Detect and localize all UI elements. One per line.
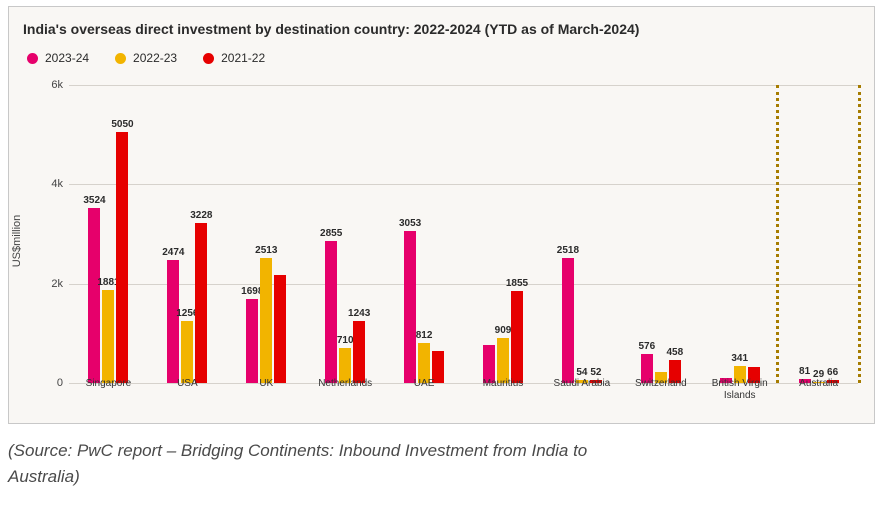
bar-value-label: 5050 xyxy=(111,119,133,130)
bar-value-label: 1243 xyxy=(348,308,370,319)
bar-value-label: 3053 xyxy=(399,218,421,229)
bar: 1881 xyxy=(102,290,114,383)
bar-value-label: 66 xyxy=(827,367,838,378)
bar-group: 352418815050 xyxy=(69,85,148,383)
bar-value-label: 458 xyxy=(666,347,683,358)
bar: 812 xyxy=(418,343,430,383)
y-axis-label: US$million xyxy=(11,215,23,268)
x-tick-label: UK xyxy=(227,378,306,401)
x-tick-label: UAE xyxy=(385,378,464,401)
bar: 2518 xyxy=(562,258,574,383)
bar: 2474 xyxy=(167,260,179,383)
legend-swatch-1 xyxy=(115,53,126,64)
bar-value-label: 909 xyxy=(495,325,512,336)
x-tick-label: USA xyxy=(148,378,227,401)
legend-label-0: 2023-24 xyxy=(45,51,89,65)
x-tick-label: Saudi Arabia xyxy=(542,378,621,401)
x-tick-label: British Virgin Islands xyxy=(700,378,779,401)
bar-value-label: 52 xyxy=(590,367,601,378)
bar-group: 247412563228 xyxy=(148,85,227,383)
x-tick-label: Singapore xyxy=(69,378,148,401)
y-tick-label: 2k xyxy=(51,278,63,290)
bar-group: 341 xyxy=(700,85,779,383)
bar: 1855 xyxy=(511,291,523,383)
bar-value-label: 710 xyxy=(337,335,354,346)
bar: 1243 xyxy=(353,321,365,383)
x-axis-labels: SingaporeUSAUKNetherlandsUAEMauritiusSau… xyxy=(69,378,858,401)
bar-value-label: 341 xyxy=(731,353,748,364)
legend-item: 2023-24 xyxy=(27,51,89,65)
x-tick-label: Australia xyxy=(779,378,858,401)
legend-item: 2021-22 xyxy=(203,51,265,65)
chart-container: India's overseas direct investment by de… xyxy=(8,6,875,424)
bar-group: 25185452 xyxy=(542,85,621,383)
bar-value-label: 3524 xyxy=(83,195,105,206)
x-tick-label: Switzerland xyxy=(621,378,700,401)
bar: 5050 xyxy=(116,132,128,383)
bar-group: 576 458 xyxy=(621,85,700,383)
bar: 2855 xyxy=(325,241,337,383)
bar-group: 9091855 xyxy=(464,85,543,383)
bar-value-label: 2513 xyxy=(255,245,277,256)
bar: 909 xyxy=(497,338,509,383)
bar-value-label: 81 xyxy=(799,366,810,377)
legend-item: 2022-23 xyxy=(115,51,177,65)
bar: 3053 xyxy=(404,231,416,383)
bar-value-label: 2474 xyxy=(162,247,184,258)
bar-value-label: 1855 xyxy=(506,278,528,289)
bar-group: 812966 xyxy=(779,85,858,383)
legend-swatch-0 xyxy=(27,53,38,64)
bar: 1256 xyxy=(181,321,193,383)
y-tick-label: 4k xyxy=(51,178,63,190)
source-caption: (Source: PwC report – Bridging Continent… xyxy=(8,438,648,491)
separator-line xyxy=(858,85,861,383)
bar-value-label: 812 xyxy=(416,330,433,341)
y-tick-label: 0 xyxy=(57,377,63,389)
legend: 2023-24 2022-23 2021-22 xyxy=(27,51,864,65)
bar: 3228 xyxy=(195,223,207,383)
bar: 2513 xyxy=(260,258,272,383)
bar-value-label: 576 xyxy=(638,341,655,352)
separator-line xyxy=(776,85,779,383)
x-tick-label: Mauritius xyxy=(464,378,543,401)
plot-wrap: US$million 02k4k6k3524188150502474125632… xyxy=(23,85,864,397)
bar-groups: 3524188150502474125632281698251328557101… xyxy=(69,85,858,383)
plot-area: 02k4k6k352418815050247412563228169825132… xyxy=(69,85,858,383)
bar: 3524 xyxy=(88,208,100,383)
bar xyxy=(274,275,286,383)
bar-group: 16982513 xyxy=(227,85,306,383)
legend-swatch-2 xyxy=(203,53,214,64)
chart-title: India's overseas direct investment by de… xyxy=(23,21,864,37)
legend-label-1: 2022-23 xyxy=(133,51,177,65)
bar-value-label: 2855 xyxy=(320,228,342,239)
bar-value-label: 2518 xyxy=(557,245,579,256)
legend-label-2: 2021-22 xyxy=(221,51,265,65)
bar: 1698 xyxy=(246,299,258,383)
bar-group: 3053812 xyxy=(385,85,464,383)
bar-value-label: 54 xyxy=(576,367,587,378)
bar-group: 28557101243 xyxy=(306,85,385,383)
bar-value-label: 3228 xyxy=(190,210,212,221)
x-tick-label: Netherlands xyxy=(306,378,385,401)
y-tick-label: 6k xyxy=(51,79,63,91)
